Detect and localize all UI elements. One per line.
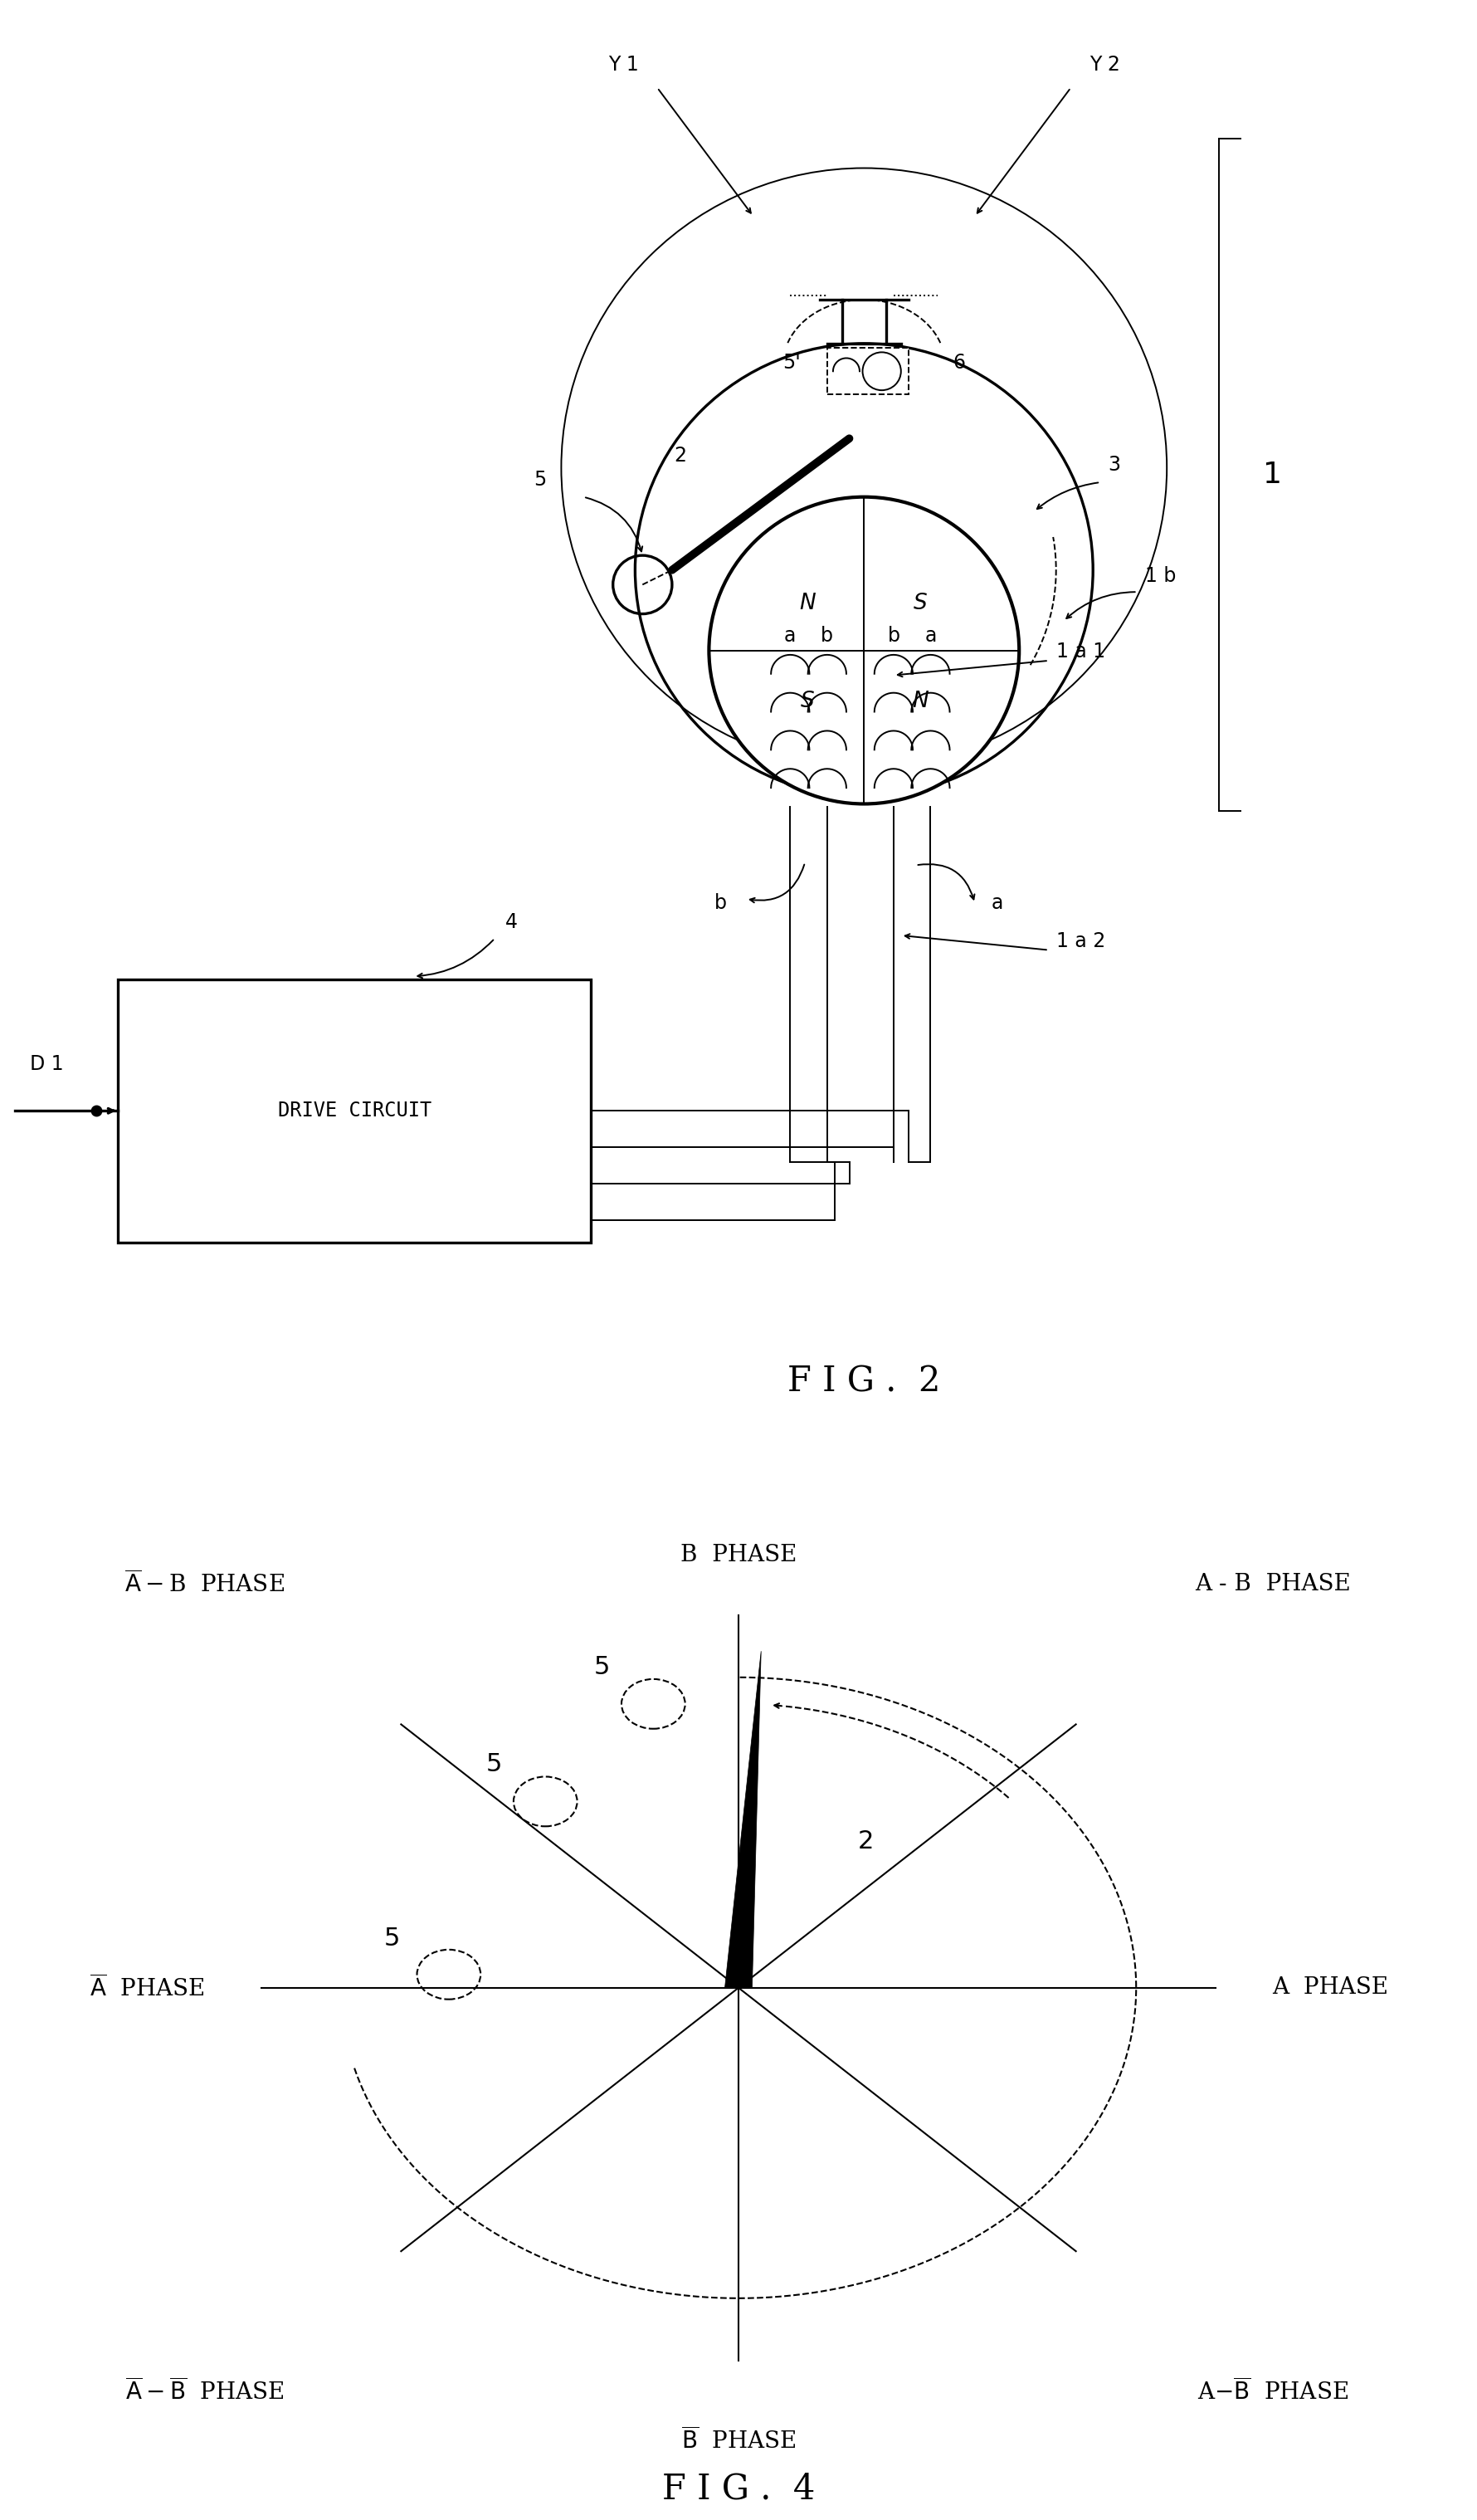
Text: F I G .  2: F I G . 2 [787,1363,941,1399]
Text: DRIVE CIRCUIT: DRIVE CIRCUIT [278,1101,431,1121]
Text: b: b [821,625,833,645]
Text: 1: 1 [1263,461,1282,489]
Text: b: b [715,895,727,912]
Text: 3: 3 [1108,456,1120,474]
Text: B  PHASE: B PHASE [681,1545,796,1567]
Circle shape [709,496,1019,804]
Text: Y 1: Y 1 [609,55,638,73]
Text: 5: 5 [533,469,546,489]
Text: S: S [801,690,815,713]
Bar [118,980,591,1242]
Text: 2: 2 [675,446,687,466]
Text: $\overline{\mathrm{A}}-$B  PHASE: $\overline{\mathrm{A}}-$B PHASE [124,1570,285,1598]
Text: 1 a 1: 1 a 1 [1056,643,1105,663]
Text: S: S [913,592,928,615]
Text: A$-\overline{\mathrm{B}}$  PHASE: A$-\overline{\mathrm{B}}$ PHASE [1196,2379,1349,2404]
Text: D 1: D 1 [30,1053,64,1074]
Text: 5: 5 [486,1751,502,1777]
Text: N: N [799,592,817,615]
Text: 4: 4 [505,912,517,932]
Text: $\overline{\mathrm{A}}-\overline{\mathrm{B}}$  PHASE: $\overline{\mathrm{A}}-\overline{\mathrm… [126,2379,284,2404]
Polygon shape [725,1651,761,1988]
Text: a: a [991,895,1003,912]
Text: F I G .  4: F I G . 4 [662,2472,815,2507]
Text: a: a [784,625,796,645]
Text: 5: 5 [384,1925,400,1950]
Text: N: N [911,690,929,713]
Text: $\overline{\mathrm{B}}$  PHASE: $\overline{\mathrm{B}}$ PHASE [681,2427,796,2454]
Text: $\overline{\mathrm{A}}$  PHASE: $\overline{\mathrm{A}}$ PHASE [90,1976,204,2001]
Text: 5: 5 [594,1656,610,1678]
Text: 5': 5' [783,353,801,373]
Text: 1 a 2: 1 a 2 [1056,932,1105,950]
FancyBboxPatch shape [827,348,908,396]
Text: b: b [888,625,899,645]
Text: 2: 2 [858,1830,874,1852]
Text: 1 b: 1 b [1145,567,1176,585]
Text: A - B  PHASE: A - B PHASE [1195,1572,1350,1595]
Text: Y 2: Y 2 [1090,55,1120,73]
Text: 6: 6 [953,353,964,373]
Text: a: a [925,625,936,645]
Text: A  PHASE: A PHASE [1273,1976,1388,1998]
